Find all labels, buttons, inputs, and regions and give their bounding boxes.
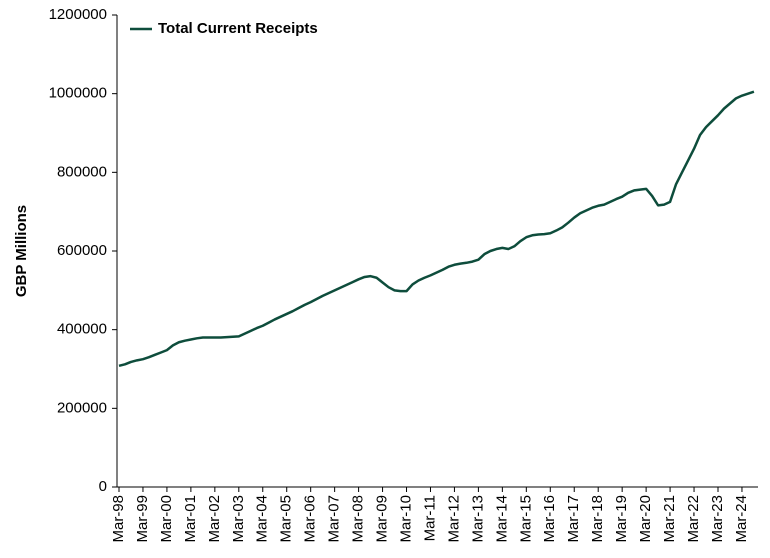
x-tick-label: Mar-07 — [326, 495, 343, 543]
y-axis-label: GBP Millions — [13, 205, 30, 297]
x-tick-label: Mar-04 — [254, 495, 271, 543]
x-tick-label: Mar-11 — [421, 495, 438, 541]
x-tick-label: Mar-19 — [613, 495, 630, 543]
x-tick-label: Mar-03 — [230, 495, 247, 543]
line-series — [118, 90, 755, 368]
x-tick-label: Mar-00 — [158, 495, 175, 543]
x-tick-label: Mar-02 — [206, 495, 223, 543]
y-tick-label: 1200000 — [49, 6, 107, 23]
y-tick-label: 800000 — [57, 163, 107, 180]
y-tick-label: 200000 — [57, 399, 107, 416]
x-tick-label: Mar-20 — [637, 495, 654, 543]
x-tick-label: Mar-01 — [182, 495, 199, 543]
x-tick-label: Mar-10 — [397, 495, 414, 543]
x-tick-label: Mar-18 — [589, 495, 606, 543]
x-tick-label: Mar-05 — [278, 495, 295, 543]
x-tick-label: Mar-13 — [469, 495, 486, 543]
x-tick-label: Mar-16 — [541, 495, 558, 543]
x-tick-label: Mar-14 — [493, 495, 510, 543]
x-tick-label: Mar-15 — [517, 495, 534, 543]
legend-label: Total Current Receipts — [158, 20, 318, 37]
x-tick-label: Mar-99 — [134, 495, 151, 543]
x-tick-label: Mar-12 — [445, 495, 462, 543]
x-tick-label: Mar-21 — [661, 495, 678, 543]
x-tick-label: Mar-23 — [709, 495, 726, 543]
y-tick-label: 600000 — [57, 242, 107, 259]
x-tick-label: Mar-24 — [733, 495, 750, 543]
x-tick-label: Mar-22 — [685, 495, 702, 543]
y-tick-label: 1000000 — [49, 85, 107, 102]
x-tick-label: Mar-17 — [565, 495, 582, 543]
x-tick-label: Mar-08 — [350, 495, 367, 543]
x-tick-label: Mar-06 — [302, 495, 319, 543]
y-tick-label: 0 — [99, 478, 107, 495]
y-tick-label: 400000 — [57, 321, 107, 338]
x-tick-label: Mar-98 — [110, 495, 127, 543]
x-tick-label: Mar-09 — [374, 495, 391, 543]
